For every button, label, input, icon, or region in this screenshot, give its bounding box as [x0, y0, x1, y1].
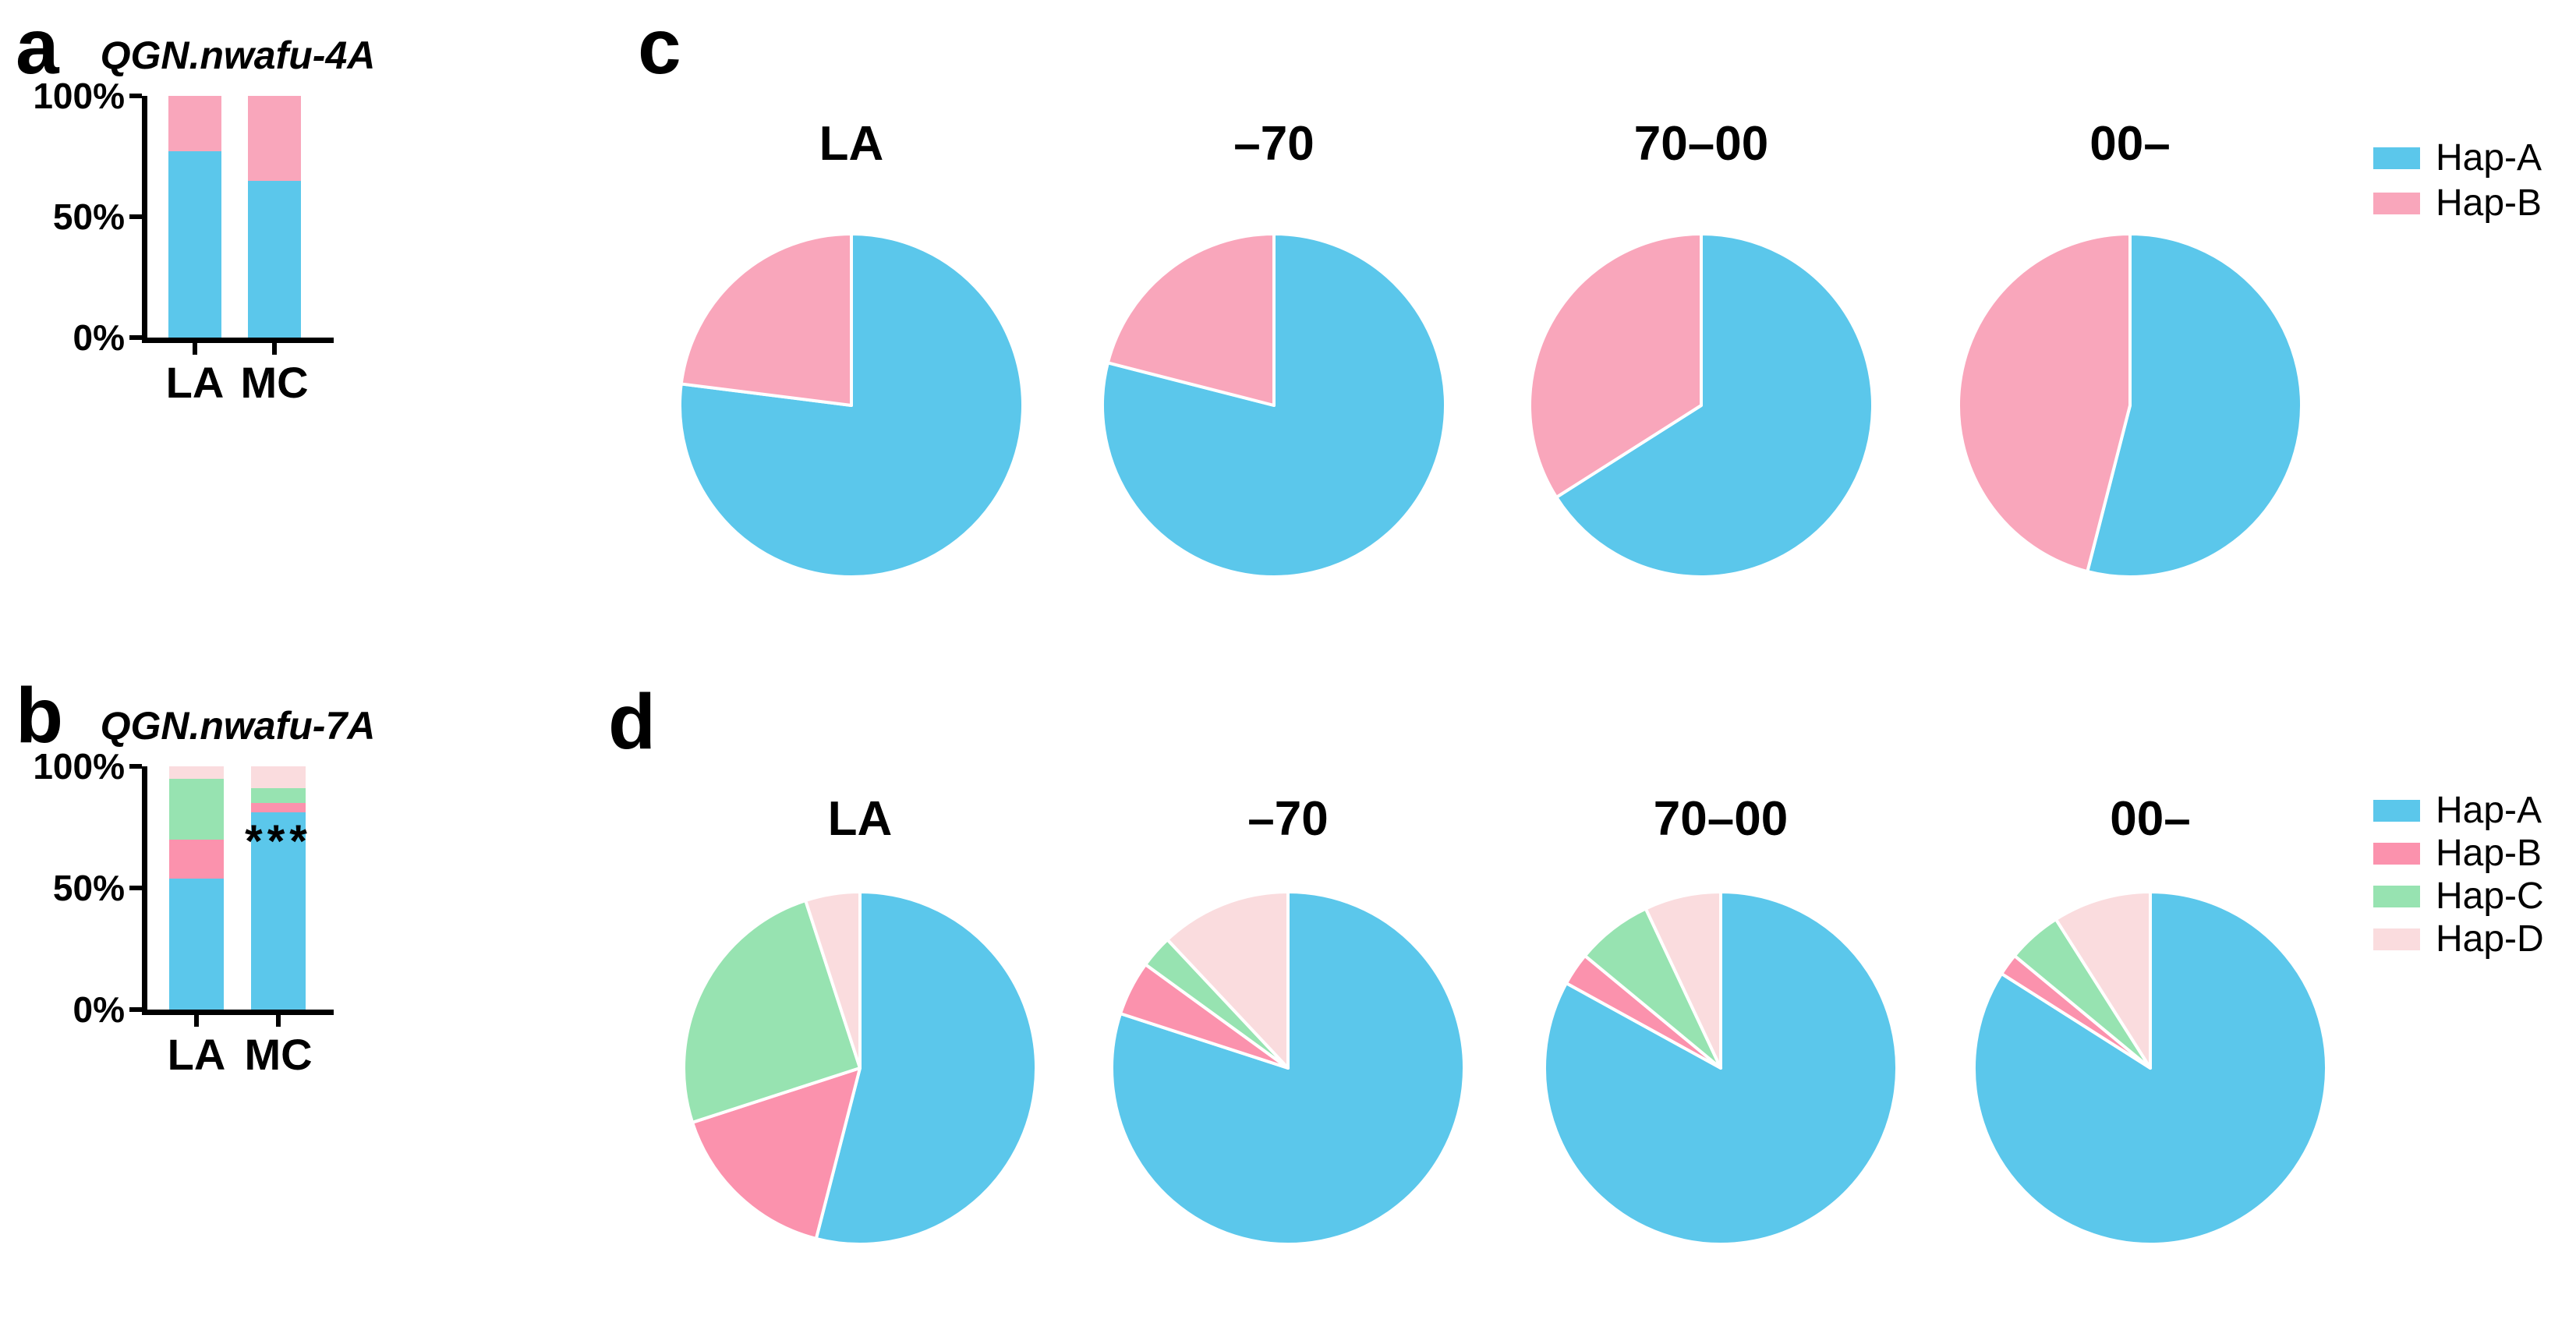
y-tick — [129, 214, 142, 219]
pie-label: –70 — [1233, 117, 1315, 171]
legend-hap4: Hap-A Hap-B Hap-C Hap-D — [2373, 789, 2544, 960]
y-tick-label: 100% — [33, 76, 125, 116]
x-tick — [272, 343, 277, 355]
pie-c-1 — [678, 232, 1024, 578]
y-tick — [129, 335, 142, 340]
bar-segment-hap-c-la — [169, 778, 224, 840]
legend-label-hap-a: Hap-A — [2436, 137, 2542, 179]
pie-d-3 — [1543, 890, 1898, 1246]
y-axis — [142, 766, 147, 1015]
y-tick-label: 50% — [52, 196, 125, 237]
x-category-label: LA — [165, 358, 225, 407]
bar-segment-hap-a-la — [169, 878, 224, 1010]
y-tick — [129, 886, 142, 890]
pie-label: 70–00 — [1633, 117, 1769, 171]
legend-swatch-hap-c — [2373, 885, 2420, 907]
bar-segment-hap-d-mc — [251, 766, 306, 789]
pie-c-4 — [1957, 232, 2303, 578]
significance-stars: *** — [245, 816, 312, 868]
legend-swatch-hap-a — [2373, 799, 2420, 822]
x-tick — [276, 1015, 281, 1027]
pie-slice-hap-a — [678, 232, 1024, 578]
x-category-label: LA — [167, 1030, 226, 1079]
bar-segment-hap-b-mc — [251, 802, 306, 813]
pie-d-2 — [1110, 890, 1466, 1246]
pie-slice-hap-b — [691, 1066, 862, 1240]
pie-label: 00– — [2110, 792, 2191, 846]
pie-slice-hap-b — [1528, 232, 1703, 499]
pie-label: 70–00 — [1653, 792, 1789, 846]
y-tick — [129, 94, 142, 98]
pie-d-4 — [1973, 890, 2328, 1246]
pie-d-1 — [682, 890, 1038, 1246]
pie-slice-hap-d — [1166, 890, 1290, 1070]
x-category-label: MC — [240, 358, 309, 407]
y-tick-label: 50% — [52, 868, 125, 908]
pie-slice-hap-a — [814, 890, 1038, 1246]
pie-slice-hap-a — [1555, 232, 1875, 578]
legend-row: Hap-C — [2373, 875, 2544, 918]
pie-slice-hap-c — [682, 899, 862, 1124]
pie-label: 00– — [2089, 117, 2171, 171]
bar-segment-hap-c-mc — [251, 788, 306, 803]
legend-swatch-hap-b — [2373, 842, 2420, 865]
bar-segment-hap-a-la — [168, 151, 221, 338]
legend-swatch-hap-d — [2373, 928, 2420, 950]
panel-d-letter: d — [608, 678, 656, 766]
bar-segment-hap-d-la — [169, 766, 224, 779]
legend-row: Hap-A — [2373, 136, 2542, 181]
panel-b-title: QGN.nwafu-7A — [100, 704, 376, 748]
pie-slice-hap-b — [1106, 232, 1276, 407]
pie-slice-hap-d — [2054, 890, 2152, 1070]
pie-slice-hap-d — [804, 890, 862, 1070]
pie-label: LA — [819, 117, 884, 171]
legend-swatch-hap-a — [2373, 147, 2420, 169]
pie-slice-hap-a — [2086, 232, 2303, 578]
pie-c-3 — [1528, 232, 1875, 578]
pie-c-2 — [1101, 232, 1447, 578]
bar-segment-hap-a-mc — [251, 812, 306, 1010]
bar-segment-hap-b-mc — [248, 96, 301, 181]
pie-label: LA — [827, 792, 893, 846]
legend-label-hap-a: Hap-A — [2436, 789, 2542, 831]
pie-slice-hap-d — [1644, 890, 1722, 1070]
bar-segment-hap-b-la — [168, 96, 221, 152]
pie-slice-hap-b — [679, 232, 853, 407]
x-axis — [142, 338, 334, 343]
legend-label-hap-b: Hap-B — [2436, 832, 2542, 874]
x-category-label: MC — [244, 1030, 313, 1079]
y-tick — [129, 1007, 142, 1012]
legend-row: Hap-B — [2373, 181, 2542, 226]
legend-row: Hap-D — [2373, 918, 2544, 960]
legend-swatch-hap-b — [2373, 193, 2420, 214]
legend-label-hap-b: Hap-B — [2436, 182, 2542, 224]
y-axis — [142, 96, 147, 343]
legend-label-hap-c: Hap-C — [2436, 875, 2544, 917]
legend-row: Hap-A — [2373, 789, 2544, 832]
bar-segment-hap-b-la — [169, 839, 224, 879]
panel-a-title: QGN.nwafu-4A — [100, 34, 376, 77]
legend-label-hap-d: Hap-D — [2436, 918, 2544, 960]
y-tick-label: 0% — [73, 317, 125, 358]
x-axis — [142, 1010, 334, 1015]
panel-b-letter: b — [16, 672, 64, 759]
panel-a-letter: a — [16, 3, 59, 90]
x-tick — [193, 343, 197, 355]
legend-hap2: Hap-A Hap-B — [2373, 136, 2542, 226]
panel-c-letter: c — [638, 3, 681, 90]
x-tick — [194, 1015, 199, 1027]
y-tick — [129, 764, 142, 769]
pie-label: –70 — [1247, 792, 1329, 846]
y-tick-label: 100% — [33, 746, 125, 787]
legend-row: Hap-B — [2373, 832, 2544, 875]
pie-slice-hap-b — [1957, 232, 2132, 574]
y-tick-label: 0% — [73, 989, 125, 1030]
bar-segment-hap-a-mc — [248, 180, 301, 338]
